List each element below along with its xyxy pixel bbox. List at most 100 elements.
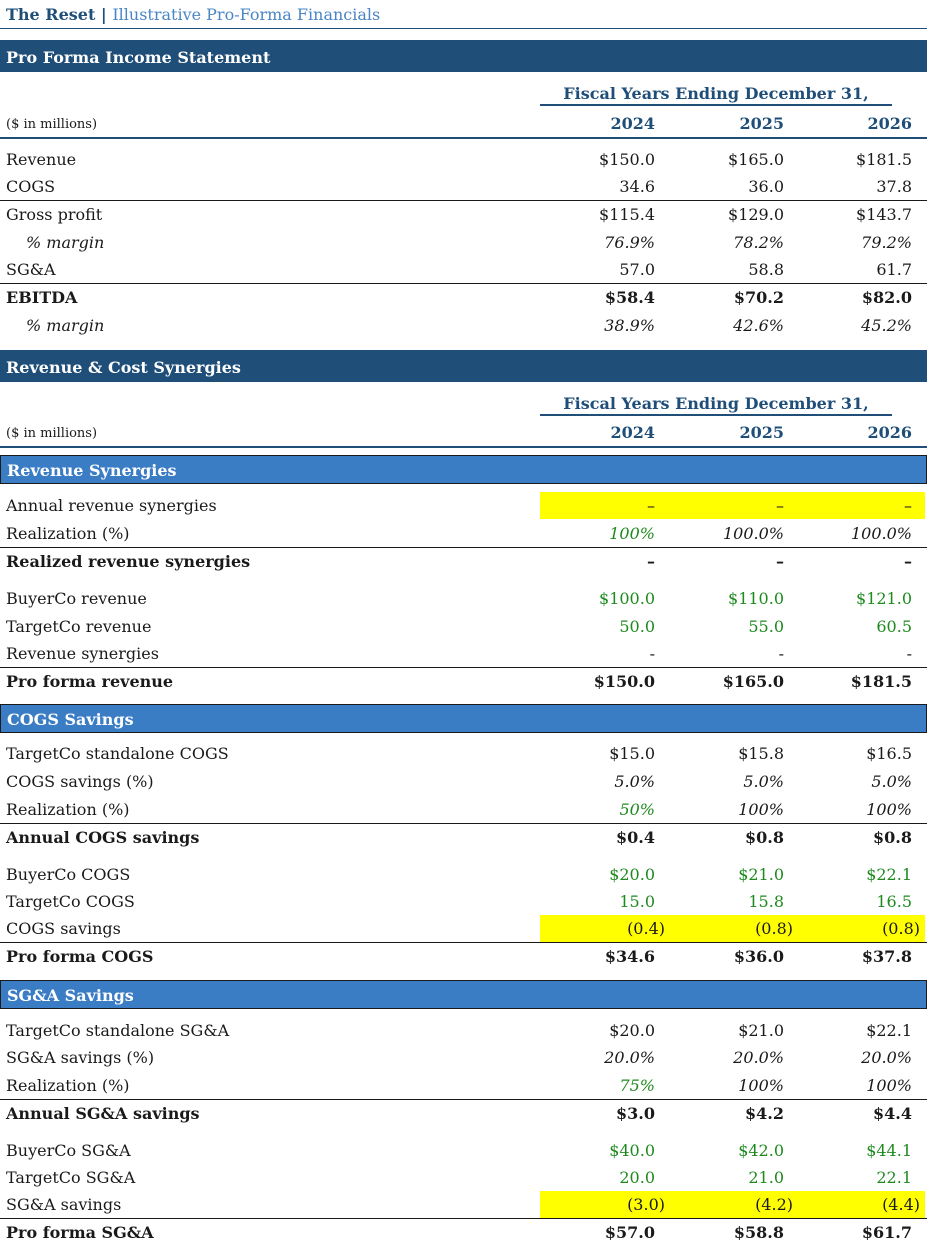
input-highlight <box>540 492 925 519</box>
value-2026[interactable]: (0.8) <box>882 919 920 938</box>
cogs-row-realization: Realization (%) 50% 100% 100% <box>0 796 927 824</box>
sga-row-savings: SG&A savings (3.0) (4.2) (4.4) <box>0 1191 927 1219</box>
row-label: EBITDA <box>6 288 78 307</box>
value-2026[interactable]: (4.4) <box>882 1195 920 1214</box>
income-row-gross-margin: % margin 76.9% 78.2% 79.2% <box>0 229 927 257</box>
value-2026[interactable]: 16.5 <box>876 892 912 911</box>
sga-row-realization: Realization (%) 75% 100% 100% <box>0 1072 927 1100</box>
value-2024[interactable]: $40.0 <box>609 1141 655 1160</box>
value-2024[interactable]: $100.0 <box>599 589 655 608</box>
value-2024[interactable]: 15.0 <box>619 892 655 911</box>
value-2026: $0.8 <box>873 828 912 847</box>
value-2024[interactable]: 50% <box>619 800 655 819</box>
value-2024: – <box>647 552 655 571</box>
value-2026: – <box>904 552 912 571</box>
value-2025[interactable]: (0.8) <box>755 919 793 938</box>
value-2026[interactable]: – <box>904 496 912 515</box>
value-2025: $129.0 <box>728 205 784 224</box>
row-label: TargetCo standalone SG&A <box>6 1021 230 1040</box>
value-2024: $15.0 <box>609 744 655 763</box>
value-2024[interactable]: (0.4) <box>627 919 665 938</box>
value-2026: 37.8 <box>876 177 912 196</box>
value-2025[interactable]: $42.0 <box>738 1141 784 1160</box>
row-label: Pro forma COGS <box>6 947 154 966</box>
row-label: SG&A <box>6 260 56 279</box>
value-2024: 76.9% <box>604 233 655 252</box>
rev-row-buyerco-revenue: BuyerCo revenue $100.0 $110.0 $121.0 <box>0 585 927 613</box>
value-2025[interactable]: – <box>776 496 784 515</box>
document-header: The Reset | Illustrative Pro-Forma Finan… <box>0 0 927 29</box>
document-subtitle: Illustrative Pro-Forma Financials <box>112 5 381 24</box>
value-2025[interactable]: 15.8 <box>748 892 784 911</box>
income-year-2026: 2026 <box>867 114 912 133</box>
value-2026[interactable]: $44.1 <box>866 1141 912 1160</box>
value-2024: $57.0 <box>604 1223 655 1242</box>
synergies-header-rule <box>0 446 927 448</box>
value-2024: - <box>649 644 655 663</box>
row-label: Realized revenue synergies <box>6 552 251 571</box>
value-2026: 5.0% <box>871 772 912 791</box>
sga-savings-highlight <box>540 1191 925 1218</box>
value-2026: - <box>906 644 912 663</box>
value-2025[interactable]: $21.0 <box>738 865 784 884</box>
income-row-ebitda: EBITDA $58.4 $70.2 $82.0 <box>0 283 927 311</box>
value-2024[interactable]: 20.0 <box>619 1168 655 1187</box>
value-2025: 100% <box>738 1076 784 1095</box>
cogs-row-buyerco: BuyerCo COGS $20.0 $21.0 $22.1 <box>0 861 927 889</box>
value-2026: $37.8 <box>861 947 912 966</box>
value-2026[interactable]: $121.0 <box>856 589 912 608</box>
value-2026[interactable]: 22.1 <box>876 1168 912 1187</box>
row-label: TargetCo revenue <box>6 617 152 636</box>
value-2024: $3.0 <box>616 1104 655 1123</box>
value-2024: 5.0% <box>614 772 655 791</box>
cogs-row-standalone: TargetCo standalone COGS $15.0 $15.8 $16… <box>0 740 927 768</box>
value-2025: $15.8 <box>738 744 784 763</box>
income-year-2025: 2025 <box>739 114 784 133</box>
rev-row-realization: Realization (%) 100% 100.0% 100.0% <box>0 520 927 548</box>
synergies-fiscal-years-label: Fiscal Years Ending December 31, <box>540 394 892 416</box>
sga-row-pro-forma: Pro forma SG&A $57.0 $58.8 $61.7 <box>0 1218 927 1246</box>
row-label: Revenue synergies <box>6 644 159 663</box>
value-2025: 100% <box>738 800 784 819</box>
value-2025: $58.8 <box>733 1223 784 1242</box>
value-2026: $61.7 <box>861 1223 912 1242</box>
cogs-savings-highlight <box>540 915 925 942</box>
row-label: Realization (%) <box>6 524 130 543</box>
value-2025[interactable]: $110.0 <box>728 589 784 608</box>
income-row-ebitda-margin: % margin 38.9% 42.6% 45.2% <box>0 312 927 340</box>
value-2024: $58.4 <box>604 288 655 307</box>
value-2025: 36.0 <box>748 177 784 196</box>
row-label: BuyerCo revenue <box>6 589 147 608</box>
value-2024[interactable]: 100% <box>609 524 655 543</box>
value-2024[interactable]: – <box>647 496 655 515</box>
value-2025[interactable]: 55.0 <box>748 617 784 636</box>
income-row-sga: SG&A 57.0 58.8 61.7 <box>0 256 927 284</box>
value-2026: 79.2% <box>861 233 912 252</box>
row-label: TargetCo COGS <box>6 892 135 911</box>
row-label: % margin <box>26 233 105 252</box>
value-2026[interactable]: $22.1 <box>866 865 912 884</box>
value-2024: 20.0% <box>604 1048 655 1067</box>
value-2024[interactable]: $20.0 <box>609 865 655 884</box>
value-2026: $181.5 <box>850 672 912 691</box>
income-year-2024: 2024 <box>610 114 655 133</box>
value-2025: 20.0% <box>733 1048 784 1067</box>
value-2025[interactable]: (4.2) <box>755 1195 793 1214</box>
row-label: Realization (%) <box>6 1076 130 1095</box>
value-2024[interactable]: 75% <box>619 1076 655 1095</box>
row-label: TargetCo standalone COGS <box>6 744 229 763</box>
value-2026[interactable]: 60.5 <box>876 617 912 636</box>
value-2024[interactable]: 50.0 <box>619 617 655 636</box>
income-statement-title-bar: Pro Forma Income Statement <box>0 40 927 72</box>
value-2024: 57.0 <box>619 260 655 279</box>
row-label: Revenue <box>6 150 77 169</box>
row-label: BuyerCo COGS <box>6 865 131 884</box>
value-2025: $21.0 <box>738 1021 784 1040</box>
value-2025: 5.0% <box>743 772 784 791</box>
row-label: COGS savings (%) <box>6 772 154 791</box>
revenue-synergies-bar: Revenue Synergies <box>0 455 927 484</box>
value-2025: 42.6% <box>733 316 784 335</box>
value-2025[interactable]: 21.0 <box>748 1168 784 1187</box>
value-2024[interactable]: (3.0) <box>627 1195 665 1214</box>
rev-row-targetco-revenue: TargetCo revenue 50.0 55.0 60.5 <box>0 613 927 641</box>
